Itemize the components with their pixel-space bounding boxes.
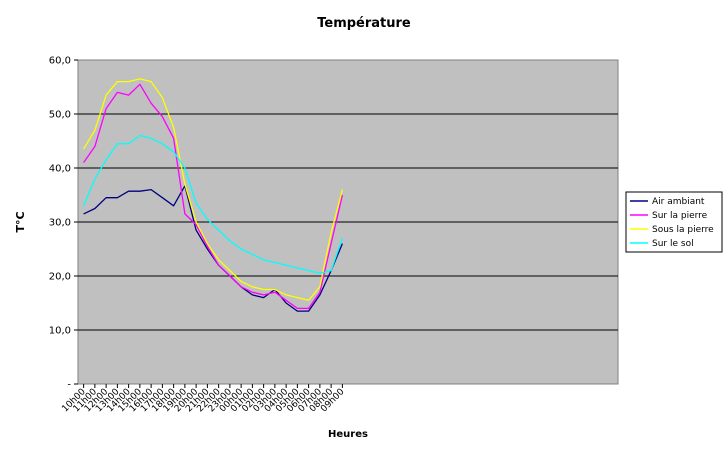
y-tick-label: - <box>67 380 71 391</box>
y-tick-label: 50,0 <box>49 110 71 121</box>
y-tick-label: 60,0 <box>49 56 71 67</box>
legend-entry: Sur la pierre <box>652 211 708 221</box>
legend-entry: Air ambiant <box>652 197 705 207</box>
y-tick-label: 10,0 <box>49 326 71 337</box>
chart-title: Température <box>317 16 411 31</box>
x-axis-label: Heures <box>328 429 368 440</box>
series-line-air-ambiant <box>83 185 343 312</box>
series-line-sous-la-pierre <box>83 78 344 301</box>
legend-entry: Sous la pierre <box>652 225 714 235</box>
legend-box <box>625 191 723 253</box>
y-tick-label: 40,0 <box>49 164 71 175</box>
series-line-sur-la-pierre <box>83 83 344 310</box>
series-line-sur-le-sol <box>83 134 344 274</box>
y-tick-label: 30,0 <box>49 218 71 229</box>
legend-entry: Sur le sol <box>652 239 694 249</box>
y-axis-label: T°C <box>14 211 27 232</box>
legend: Air ambiant Sur la pierre Sous la pierre Su… <box>625 191 723 253</box>
y-tick-label: 20,0 <box>49 272 71 283</box>
series-lines <box>83 78 344 312</box>
